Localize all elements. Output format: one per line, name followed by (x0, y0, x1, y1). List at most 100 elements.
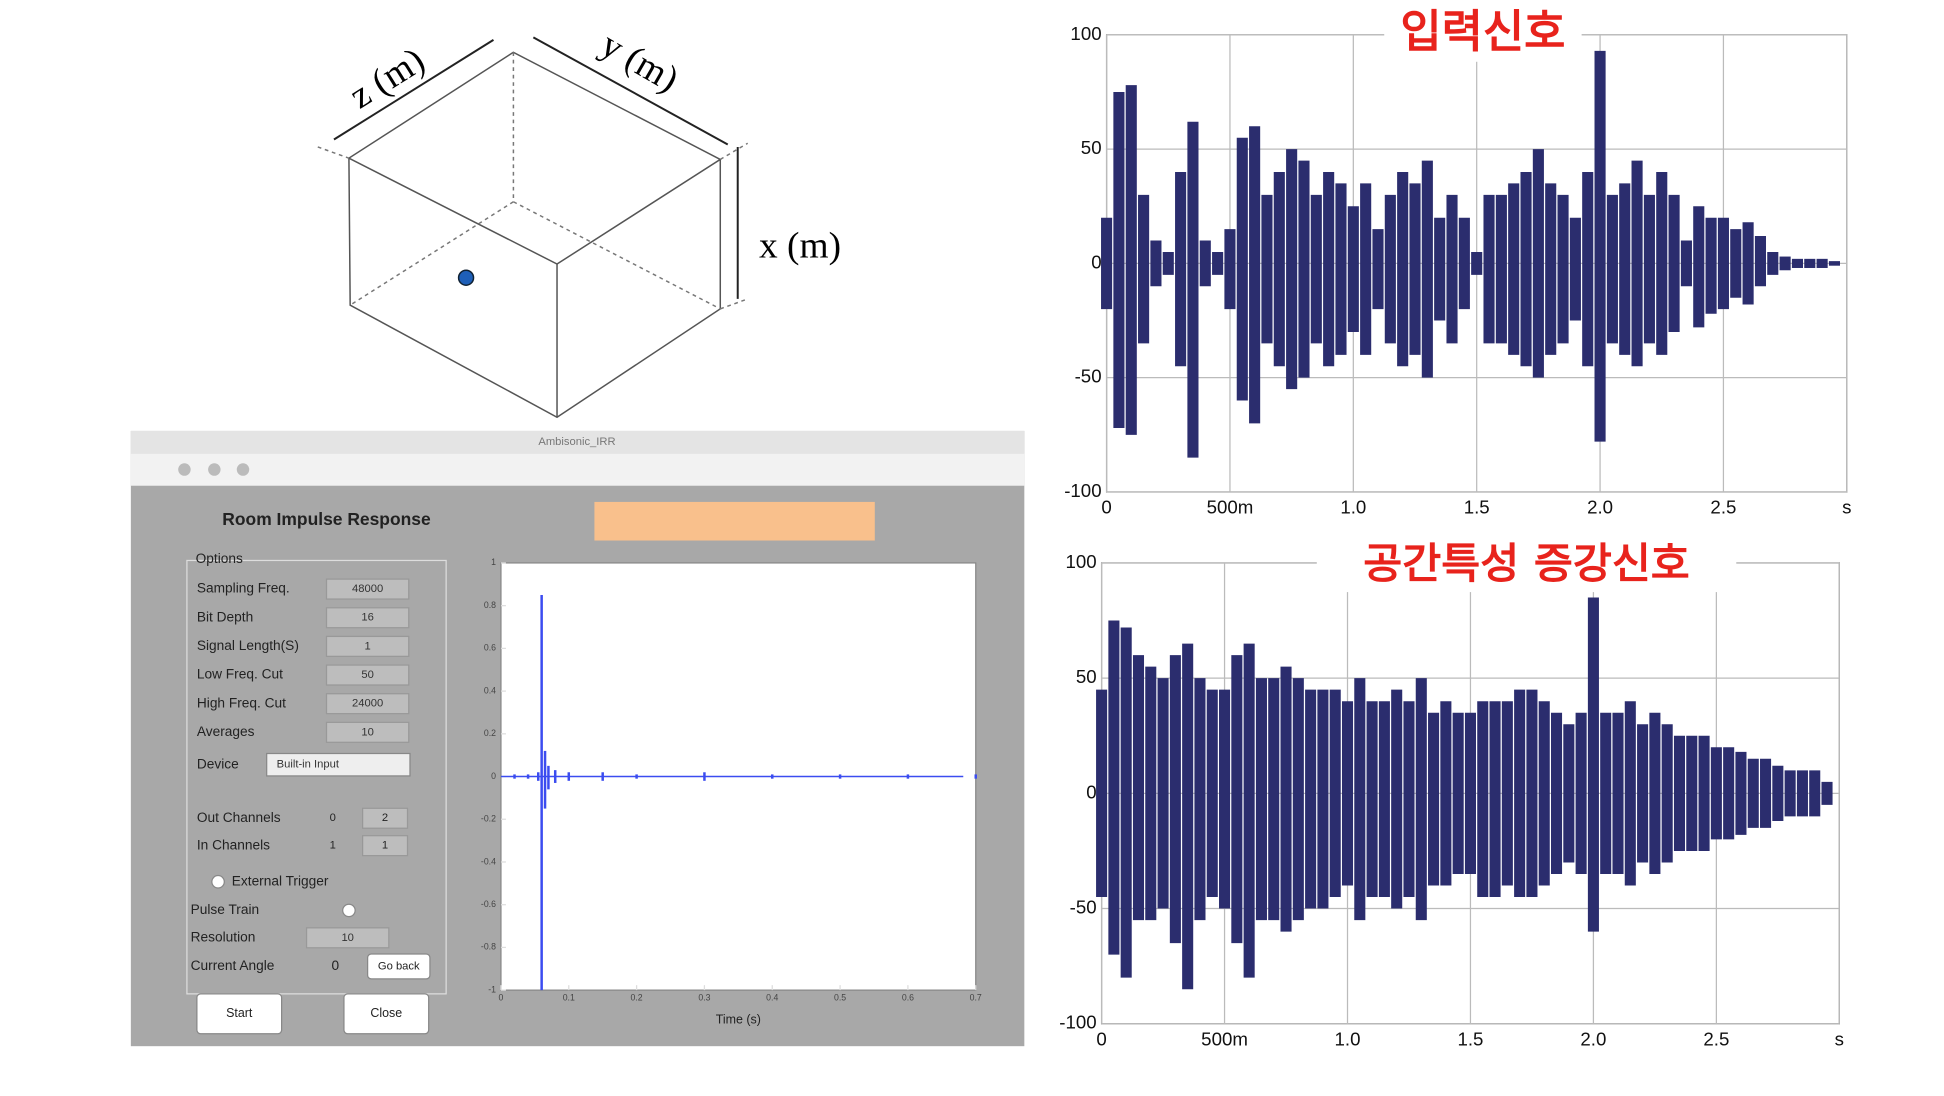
x-tick-label: 500m (1207, 497, 1254, 518)
x-tick-label: s (1835, 1029, 1844, 1050)
y-tick-label: -100 (1059, 1012, 1096, 1033)
x-tick-label: 2.0 (1587, 497, 1613, 518)
go-back-label: Go back (378, 960, 420, 972)
x-tick-label: 1.0 (1335, 1029, 1361, 1050)
field-value: 1 (364, 640, 370, 652)
toolbar-icons (178, 463, 250, 476)
y-tick-label: 0 (1091, 251, 1101, 272)
x-tick-label: 1.5 (1457, 1029, 1483, 1050)
sound-source (457, 269, 475, 286)
x-axis-label: Time (s) (716, 1012, 761, 1026)
pulse-train: Pulse Train (191, 902, 260, 917)
channel-from: 0 (330, 812, 336, 824)
x-tick-label: 500m (1201, 1029, 1248, 1050)
x-tick-label: 1.5 (1464, 497, 1490, 518)
pulse-radio[interactable] (342, 903, 356, 918)
y-tick-label: 50 (1076, 666, 1097, 687)
x-tick-label: 0.6 (902, 992, 914, 1002)
x-tick-label: 0.5 (834, 992, 846, 1002)
x-tick-label: 1.0 (1340, 497, 1366, 518)
trigger-checkbox[interactable] (211, 874, 225, 889)
title-backdrop (1384, 7, 1582, 62)
device-select[interactable] (266, 752, 411, 777)
title-bar (130, 430, 1025, 454)
y-tick-label: 1 (491, 557, 496, 567)
field-label: High Freq. Cut (197, 695, 286, 710)
field-value: 24000 (352, 698, 383, 710)
channel-input[interactable] (362, 807, 409, 829)
current-angle-value: 0 (331, 958, 339, 973)
channel-input[interactable] (362, 835, 409, 857)
start-button[interactable] (196, 993, 283, 1035)
x-tick-label: 2.0 (1580, 1029, 1606, 1050)
field-label: Averages (197, 724, 255, 739)
field-label: Low Freq. Cut (197, 667, 283, 682)
window-title: Ambisonic_IRR (538, 436, 615, 448)
field-value: 10 (361, 726, 373, 738)
current-angle-label: Current Angle (191, 958, 275, 973)
panel-title: Room Impulse Response (222, 509, 431, 529)
y-tick-label: -0.8 (481, 942, 496, 952)
field-input[interactable] (325, 635, 410, 657)
options-label: Options (196, 551, 243, 566)
x-tick-label: 0 (499, 992, 504, 1002)
chart-title: 공간특성 증강신호 (1363, 539, 1689, 588)
y-tick-label: 0.4 (484, 685, 496, 695)
start-label: Start (226, 1006, 253, 1020)
y-tick-label: 0 (1086, 781, 1096, 802)
field-input[interactable] (325, 578, 410, 600)
field-label: Signal Length(S) (197, 638, 299, 653)
hidden-edges (317, 52, 749, 310)
x-tick-label: 0 (1096, 1029, 1106, 1050)
status-box (594, 501, 875, 541)
close-button[interactable] (343, 993, 430, 1035)
resolution-input[interactable] (305, 927, 390, 949)
box-sides (348, 158, 722, 419)
external-trigger: External Trigger (232, 873, 329, 888)
y-tick-label: 0 (491, 771, 496, 781)
y-tick-label: 100 (1065, 551, 1096, 572)
field-value: 50 (361, 669, 373, 681)
y-tick-label: -0.2 (481, 814, 496, 824)
x-tick-label: 0 (1101, 497, 1111, 518)
y-tick-label: -50 (1070, 897, 1097, 918)
field-input[interactable] (325, 721, 410, 743)
dimension-lines (333, 36, 739, 299)
x-tick-label: 0.7 (970, 992, 982, 1002)
channel-to: 2 (382, 812, 388, 824)
resolution-label: Resolution (191, 929, 256, 944)
field-label: Bit Depth (197, 609, 253, 624)
channel-to: 1 (382, 840, 388, 852)
y-tick-label: 50 (1081, 137, 1102, 158)
y-tick-label: -100 (1064, 480, 1101, 501)
channel-from: 1 (330, 840, 336, 852)
options-group (186, 559, 447, 995)
field-input[interactable] (325, 607, 410, 629)
field-label: Sampling Freq. (197, 581, 290, 596)
channel-label: Out Channels (197, 810, 281, 825)
device-label: Device (197, 756, 239, 771)
x-tick-label: 0.3 (698, 992, 710, 1002)
go-back-button[interactable] (366, 953, 431, 980)
field-input[interactable] (325, 664, 410, 686)
y-tick-label: -50 (1075, 366, 1102, 387)
field-input[interactable] (325, 693, 410, 715)
chart-title: 입력신호 (1400, 5, 1565, 58)
room-diagram (317, 36, 749, 419)
x-tick-label: 0.2 (631, 992, 643, 1002)
field-value: 48000 (352, 583, 383, 595)
y-tick-label: -1 (488, 984, 496, 994)
y-tick-label: 0.2 (484, 728, 496, 738)
x-tick-label: 0.4 (766, 992, 778, 1002)
y-label: y (m) (594, 24, 686, 100)
x-label: x (m) (759, 226, 841, 267)
x-tick-label: 2.5 (1703, 1029, 1729, 1050)
y-tick-label: -0.6 (481, 899, 496, 909)
y-tick-label: 0.6 (484, 643, 496, 653)
x-tick-label: 2.5 (1710, 497, 1736, 518)
x-tick-label: s (1842, 497, 1851, 518)
title-backdrop (1316, 541, 1737, 593)
resolution-value: 10 (341, 932, 353, 944)
